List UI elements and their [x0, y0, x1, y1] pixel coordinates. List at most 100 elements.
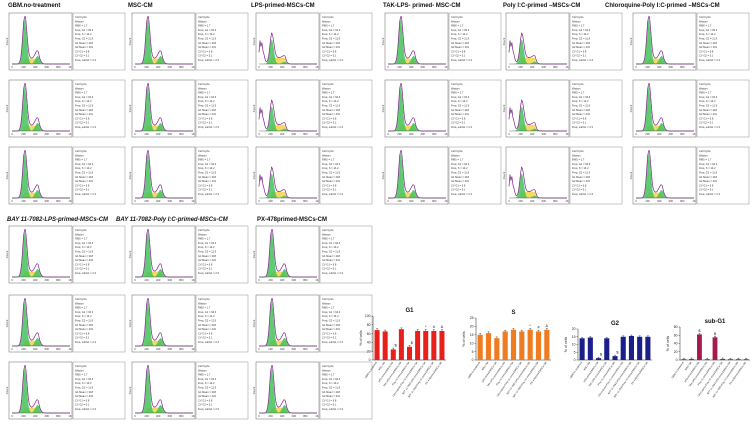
- g1-phase-area: [12, 368, 70, 413]
- stats-line: RMS = 1.7: [572, 91, 585, 95]
- x-tick-label: 600: [168, 65, 173, 69]
- x-tick-label: 1K: [191, 347, 194, 351]
- x-tick-label: 800: [179, 278, 184, 282]
- stats-line: Watson: [699, 19, 708, 23]
- x-tick-label: 200: [268, 278, 273, 282]
- stats-line: Freq. subG1 = 2.3: [572, 58, 594, 62]
- stats-line: G1 Mean = 218: [451, 108, 470, 112]
- stats-line: G2 Mean = 431: [322, 394, 341, 398]
- x-tick-label: 400: [530, 65, 535, 69]
- stats-line: Freq. G1 = 64.3: [198, 310, 217, 314]
- x-tick-label: 0: [387, 65, 389, 69]
- y-axis-label: % of cells: [359, 330, 363, 346]
- y-axis-label: Count: [629, 105, 633, 113]
- x-tick-label: 400: [33, 65, 38, 69]
- bar: [645, 336, 651, 360]
- stats-line: Freq. S = 14.2: [572, 99, 589, 103]
- x-tick-label: 200: [645, 132, 650, 136]
- stats-line: CV G1 = 6.8: [699, 49, 714, 53]
- stats-line: CV G2 = 5.1: [75, 188, 90, 192]
- x-tick-label: 600: [292, 414, 297, 418]
- y-axis-label: Count: [128, 251, 132, 259]
- stats-line: Freq. G1 = 64.3: [322, 310, 341, 314]
- stats-line: Freq. G1 = 64.3: [75, 95, 94, 99]
- g2-phase-area: [388, 123, 446, 131]
- stats-line: Cell Cycle: [451, 82, 463, 86]
- y-tick-label: 20: [470, 325, 474, 329]
- stats-line: G2 Mean = 431: [322, 258, 341, 262]
- stats-line: CV G1 = 6.8: [451, 183, 466, 187]
- x-tick-label: 200: [144, 65, 149, 69]
- stats-line: Freq. subG1 = 2.3: [322, 192, 344, 196]
- stats-line: RMS = 1.7: [451, 24, 464, 28]
- bar: [612, 356, 618, 360]
- x-tick-label: 600: [421, 132, 426, 136]
- x-tick-label: 800: [56, 414, 61, 418]
- stats-line: G1 Mean = 218: [699, 175, 718, 179]
- bar: [502, 331, 508, 360]
- bar: [477, 334, 483, 360]
- stats-line: Watson: [322, 86, 331, 90]
- bar-chart-G2: 0 5 10 15 20 % of cells G2 GBM-no treatment MSC-…: [564, 321, 652, 398]
- g2-phase-area: [12, 123, 70, 131]
- x-tick-label: 400: [409, 199, 414, 203]
- stats-line: CV G1 = 6.8: [198, 262, 213, 266]
- y-axis-label: Count: [381, 172, 385, 180]
- stats-line: CV G2 = 5.1: [451, 188, 466, 192]
- stats-line: Freq. S = 14.2: [198, 381, 215, 385]
- stats-box: [319, 79, 373, 138]
- stats-line: Freq. G2 = 11.9: [322, 37, 341, 41]
- stats-line: RMS = 1.7: [699, 91, 712, 95]
- g2-phase-area: [135, 269, 193, 277]
- stats-line: RMS = 1.7: [198, 158, 211, 162]
- stats-line: Freq. G2 = 11.9: [322, 104, 341, 108]
- stats-line: Cell Cycle: [75, 82, 87, 86]
- histogram-panel: 0 200 400 600 800 1K Count Cell CycleWatsonRMS …: [5, 79, 126, 138]
- x-tick-label: 800: [179, 132, 184, 136]
- y-tick-label: 10: [572, 343, 576, 347]
- stats-line: Freq. S = 14.2: [322, 32, 339, 36]
- stats-line: Freq. subG1 = 2.3: [322, 340, 344, 344]
- x-tick-label: 600: [45, 65, 50, 69]
- stats-line: G2 Mean = 431: [322, 112, 341, 116]
- stats-line: CV G2 = 5.1: [451, 121, 466, 125]
- y-tick-label: 0: [574, 358, 576, 362]
- stats-line: Watson: [198, 368, 207, 372]
- x-tick-label: 200: [645, 199, 650, 203]
- stats-line: Freq. G1 = 64.3: [198, 162, 217, 166]
- x-tick-label: MSC-CM: [378, 361, 386, 371]
- significance-mark: &: [545, 323, 548, 328]
- x-tick-label: 400: [156, 65, 161, 69]
- stats-line: Freq. G2 = 11.9: [572, 37, 591, 41]
- y-tick-label: 25: [470, 316, 474, 320]
- x-tick-label: MSC-CM: [684, 361, 692, 371]
- x-tick-label: 1K: [191, 132, 194, 136]
- stats-line: G1 Mean = 218: [75, 323, 94, 327]
- histogram-panel: 0 200 400 600 800 1K Count Cell CycleWatsonRMS …: [252, 225, 373, 284]
- g2-phase-area: [636, 123, 694, 131]
- stats-line: CV G2 = 5.1: [572, 121, 587, 125]
- stats-line: RMS = 1.7: [198, 306, 211, 310]
- x-tick-label: 400: [33, 278, 38, 282]
- y-tick-label: 20: [674, 350, 678, 354]
- x-tick-label: 200: [268, 414, 273, 418]
- x-tick-label: 200: [268, 132, 273, 136]
- stats-line: RMS = 1.7: [75, 306, 88, 310]
- y-axis-label: Count: [252, 172, 256, 180]
- stats-line: RMS = 1.7: [699, 24, 712, 28]
- stats-line: Freq. G1 = 64.3: [322, 377, 341, 381]
- stats-line: Cell Cycle: [322, 297, 334, 301]
- x-tick-label: 400: [33, 414, 38, 418]
- stats-line: CV G1 = 6.8: [75, 398, 90, 402]
- g2-phase-area: [259, 269, 317, 277]
- g1-phase-area: [135, 153, 193, 198]
- stats-line: Freq. S = 14.2: [75, 166, 92, 170]
- stats-line: CV G1 = 6.8: [572, 183, 587, 187]
- stats-line: Freq. subG1 = 2.3: [198, 192, 220, 196]
- stats-line: CV G2 = 5.1: [572, 54, 587, 58]
- stats-line: CV G2 = 5.1: [322, 188, 337, 192]
- y-axis-label: % of cells: [564, 337, 568, 353]
- bar: [579, 338, 585, 360]
- y-axis-label: Count: [128, 172, 132, 180]
